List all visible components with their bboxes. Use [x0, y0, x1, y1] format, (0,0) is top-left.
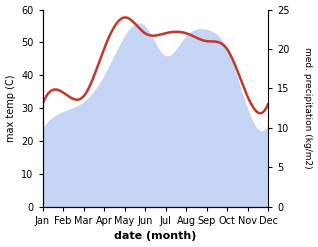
- X-axis label: date (month): date (month): [114, 231, 197, 242]
- Y-axis label: med. precipitation (kg/m2): med. precipitation (kg/m2): [303, 47, 313, 169]
- Y-axis label: max temp (C): max temp (C): [5, 74, 16, 142]
